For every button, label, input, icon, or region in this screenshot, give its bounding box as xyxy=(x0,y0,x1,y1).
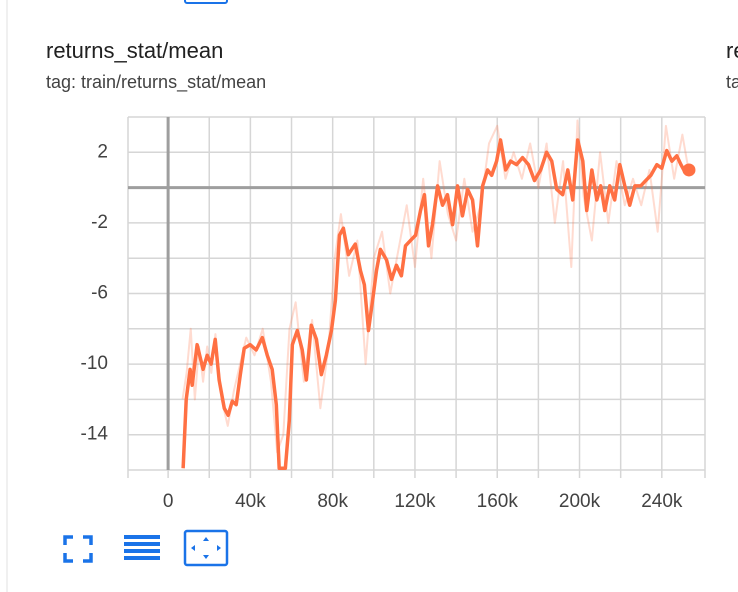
y-tick-label: -2 xyxy=(91,212,108,233)
end-point xyxy=(682,163,696,177)
button-edge[interactable] xyxy=(184,0,228,4)
next-card-tag: ta xyxy=(726,72,738,92)
fullscreen-icon[interactable] xyxy=(63,535,93,563)
y-tick-label: -14 xyxy=(81,424,109,445)
y-tick-label: -6 xyxy=(91,283,108,304)
x-tick-label: 40k xyxy=(235,491,266,512)
next-card-title: re xyxy=(726,38,738,63)
card-title: returns_stat/mean xyxy=(46,38,223,63)
x-tick-label: 240k xyxy=(641,491,683,512)
series-line xyxy=(181,119,690,454)
y-tick-label: 2 xyxy=(97,141,108,162)
x-tick-label: 80k xyxy=(317,491,348,512)
x-tick-label: 200k xyxy=(559,491,601,512)
series-list-icon[interactable] xyxy=(124,535,160,560)
x-tick-label: 160k xyxy=(477,491,519,512)
x-tick-label: 0 xyxy=(163,491,174,512)
series-line xyxy=(181,138,690,470)
fit-domain-icon[interactable] xyxy=(183,529,229,567)
card-tag: tag: train/returns_stat/mean xyxy=(46,72,266,93)
x-tick-label: 120k xyxy=(394,491,436,512)
y-tick-label: -10 xyxy=(81,353,108,374)
